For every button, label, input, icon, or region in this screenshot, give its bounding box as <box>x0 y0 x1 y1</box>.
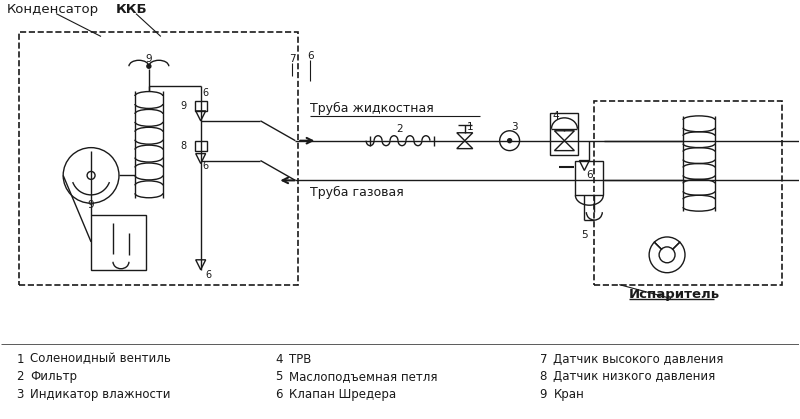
Polygon shape <box>457 133 473 141</box>
Text: 7: 7 <box>289 54 296 64</box>
Bar <box>91 215 146 270</box>
Text: 6: 6 <box>307 51 314 61</box>
Text: Конденсатор: Конденсатор <box>6 3 98 16</box>
Text: ККБ: ККБ <box>116 3 148 16</box>
Text: 3: 3 <box>512 122 518 132</box>
Text: 6: 6 <box>202 160 209 171</box>
Text: 6: 6 <box>202 88 209 98</box>
Polygon shape <box>196 154 206 163</box>
Text: 9: 9 <box>539 388 547 401</box>
Text: Соленоидный вентиль: Соленоидный вентиль <box>30 352 171 365</box>
Text: Кран: Кран <box>554 388 584 401</box>
Text: ТРВ: ТРВ <box>290 352 312 365</box>
Polygon shape <box>579 160 590 171</box>
Polygon shape <box>554 131 574 141</box>
Text: 1: 1 <box>16 352 24 365</box>
Text: Труба жидкостная: Труба жидкостная <box>310 102 434 116</box>
Text: 7: 7 <box>539 352 547 365</box>
Bar <box>194 141 206 150</box>
Text: Маслоподъемная петля: Маслоподъемная петля <box>290 370 438 383</box>
Text: 6: 6 <box>275 388 283 401</box>
Circle shape <box>508 139 512 143</box>
Text: Испаритель: Испаритель <box>630 288 720 301</box>
Bar <box>19 31 298 285</box>
Text: 1: 1 <box>466 122 474 132</box>
Text: Датчик высокого давления: Датчик высокого давления <box>554 352 724 365</box>
Text: 9: 9 <box>181 101 186 111</box>
Text: 2: 2 <box>397 124 403 134</box>
Text: 9: 9 <box>146 54 152 64</box>
Polygon shape <box>457 141 473 149</box>
Text: 9: 9 <box>88 200 94 210</box>
Text: 8: 8 <box>539 370 547 383</box>
Text: 2: 2 <box>16 370 24 383</box>
Bar <box>550 113 578 155</box>
Bar <box>594 101 782 285</box>
Bar <box>575 160 603 195</box>
Text: 4: 4 <box>553 111 559 121</box>
Text: Фильтр: Фильтр <box>30 370 78 383</box>
Text: Труба газовая: Труба газовая <box>310 186 404 199</box>
Text: Датчик низкого давления: Датчик низкого давления <box>554 370 716 383</box>
Text: 6: 6 <box>206 270 212 280</box>
Polygon shape <box>196 111 206 121</box>
Text: 3: 3 <box>16 388 24 401</box>
Circle shape <box>147 64 151 68</box>
Bar <box>194 101 206 111</box>
Text: 4: 4 <box>275 352 283 365</box>
Text: 6: 6 <box>586 171 593 181</box>
Text: 8: 8 <box>181 141 186 151</box>
Text: Клапан Шредера: Клапан Шредера <box>290 388 397 401</box>
Polygon shape <box>196 260 206 270</box>
Text: 5: 5 <box>581 230 587 240</box>
Text: 5: 5 <box>275 370 283 383</box>
Polygon shape <box>554 141 574 150</box>
Text: Индикатор влажности: Индикатор влажности <box>30 388 170 401</box>
